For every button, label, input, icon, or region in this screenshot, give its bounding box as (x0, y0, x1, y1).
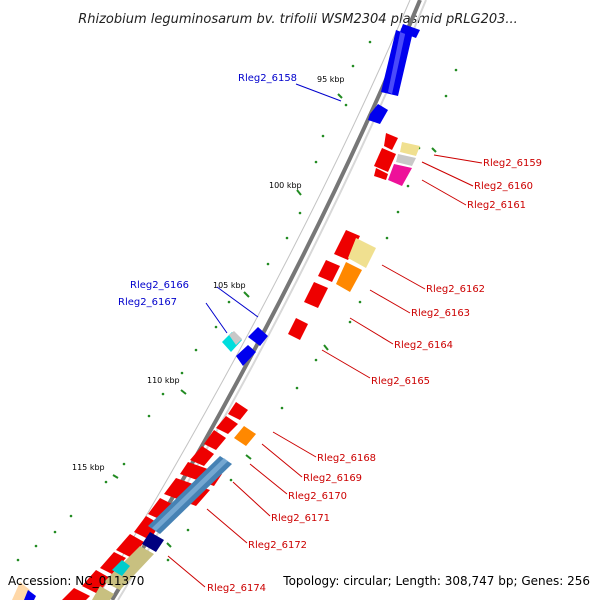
gene-label-rleg2-6166[interactable]: Rleg2_6166 (130, 280, 189, 291)
gene-arrow[interactable] (62, 588, 90, 600)
gene-arrow[interactable] (348, 238, 376, 268)
tick-115-kbp: 115 kbp (72, 463, 105, 472)
tick-95-kbp: 95 kbp (317, 75, 345, 84)
forward-gene-labels: Rleg2_6158 Rleg2_6166 Rleg2_6167 (118, 73, 297, 308)
tick-100-kbp: 100 kbp (269, 181, 302, 190)
kbp-labels: 95 kbp 100 kbp 105 kbp 110 kbp 115 kbp (72, 75, 345, 472)
gene-arrow[interactable] (388, 164, 412, 186)
gene-label-rleg2-6161[interactable]: Rleg2_6161 (467, 200, 526, 211)
gene-arrow[interactable] (368, 104, 388, 124)
gene-arrow[interactable] (216, 416, 238, 434)
leader-lines (167, 83, 483, 588)
tick-105-kbp: 105 kbp (213, 281, 246, 290)
gene-arrow[interactable] (304, 282, 328, 308)
gene-arrow[interactable] (236, 345, 256, 366)
gene-label-rleg2-6165[interactable]: Rleg2_6165 (371, 376, 430, 387)
gene-label-rleg2-6160[interactable]: Rleg2_6160 (474, 181, 533, 192)
gene-arrow[interactable] (336, 262, 362, 292)
gene-arrow[interactable] (82, 570, 110, 594)
tick-dashes (112, 93, 437, 548)
gene-label-rleg2-6164[interactable]: Rleg2_6164 (394, 340, 453, 351)
gene-arrow[interactable] (116, 534, 144, 558)
gene-arrow[interactable] (288, 318, 308, 340)
reverse-genes (12, 133, 420, 600)
gene-label-rleg2-6159[interactable]: Rleg2_6159 (483, 158, 542, 169)
gene-label-rleg2-6158[interactable]: Rleg2_6158 (238, 73, 297, 84)
reverse-gene-labels: Rleg2_6159 Rleg2_6160 Rleg2_6161 Rleg2_6… (207, 158, 542, 594)
gene-arrow[interactable] (190, 446, 214, 466)
gene-label-rleg2-6168[interactable]: Rleg2_6168 (317, 453, 376, 464)
gene-label-rleg2-6163[interactable]: Rleg2_6163 (411, 308, 470, 319)
gene-arrow[interactable] (334, 230, 360, 260)
gene-label-rleg2-6172[interactable]: Rleg2_6172 (248, 540, 307, 551)
gene-arrow[interactable] (234, 426, 256, 446)
guide-dots (16, 40, 458, 588)
gene-arrow[interactable] (204, 430, 226, 450)
map-title: Rhizobium leguminosarum bv. trifolii WSM… (78, 12, 518, 27)
gene-label-rleg2-6174[interactable]: Rleg2_6174 (207, 583, 266, 594)
gene-label-rleg2-6169[interactable]: Rleg2_6169 (303, 473, 362, 484)
topology-summary: Topology: circular; Length: 308,747 bp; … (282, 574, 590, 588)
gene-arrow[interactable] (318, 260, 340, 282)
tick-110-kbp: 110 kbp (147, 376, 180, 385)
gene-arrow[interactable] (248, 327, 268, 346)
gene-arrow[interactable] (228, 402, 248, 420)
accession-text: Accession: NC_011370 (8, 574, 144, 588)
forward-genes (222, 24, 420, 366)
gene-label-rleg2-6167[interactable]: Rleg2_6167 (118, 297, 177, 308)
gene-arrow[interactable] (142, 532, 164, 552)
gene-arrow[interactable] (400, 142, 420, 156)
gene-arrow[interactable] (100, 552, 126, 574)
gene-arrow[interactable] (104, 546, 154, 590)
gene-label-rleg2-6171[interactable]: Rleg2_6171 (271, 513, 330, 524)
gene-arrow[interactable] (374, 148, 396, 172)
gene-label-rleg2-6162[interactable]: Rleg2_6162 (426, 284, 485, 295)
gene-arrow[interactable] (384, 133, 398, 150)
gene-label-rleg2-6170[interactable]: Rleg2_6170 (288, 491, 347, 502)
